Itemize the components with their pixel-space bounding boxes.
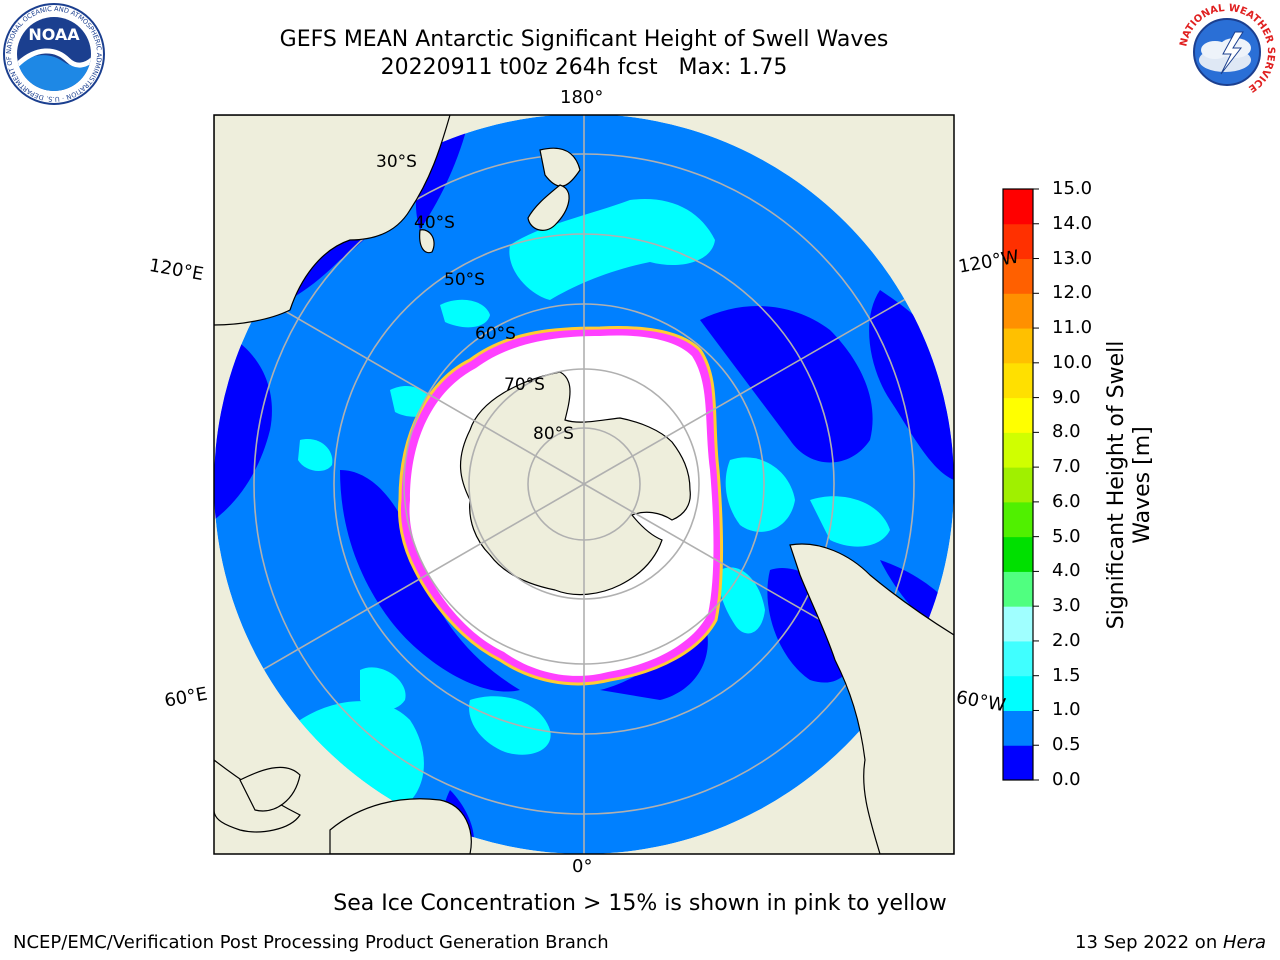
colorbar-tick-label: 12.0 bbox=[1052, 282, 1093, 304]
nws-logo: NATIONAL WEATHER SERVICE bbox=[1178, 3, 1276, 100]
colorbar-segment bbox=[1003, 606, 1033, 642]
colorbar-segment bbox=[1003, 397, 1033, 433]
colorbar-tick-label: 2.0 bbox=[1052, 629, 1081, 651]
footer-credit: NCEP/EMC/Verification Post Processing Pr… bbox=[13, 932, 609, 953]
antarctica-landmass bbox=[459, 371, 691, 596]
colorbar-segment bbox=[1003, 467, 1033, 503]
colorbar-segment bbox=[1003, 362, 1033, 399]
colorbar-segment bbox=[1003, 258, 1033, 294]
lat-label-80s: 80°S bbox=[533, 424, 574, 444]
colorbar-segment bbox=[1003, 189, 1033, 225]
colorbar-tick-label: 1.5 bbox=[1052, 664, 1081, 686]
lat-label-60s: 60°S bbox=[475, 324, 516, 344]
svg-text:NOAA: NOAA bbox=[28, 25, 80, 44]
colorbar-label: Significant Height of Swell Waves [m] bbox=[1104, 340, 1155, 630]
lat-label-40s: 40°S bbox=[414, 213, 455, 233]
colorbar-tick-label: 0.0 bbox=[1052, 769, 1081, 790]
sea-ice-note: Sea Ice Concentration > 15% is shown in … bbox=[333, 891, 947, 916]
colorbar-segment bbox=[1003, 432, 1033, 468]
continents-outline bbox=[214, 115, 954, 854]
colorbar-tick-label: 15.0 bbox=[1052, 178, 1093, 199]
noaa-logo: NATIONAL OCEANIC AND ATMOSPHERIC ADMINIS… bbox=[2, 2, 105, 105]
colorbar-tick-label: 0.5 bbox=[1052, 734, 1081, 756]
lon-label-0: 0° bbox=[572, 856, 593, 877]
chart-title: GEFS MEAN Antarctic Significant Height o… bbox=[279, 27, 889, 52]
colorbar-tick-label: 14.0 bbox=[1052, 212, 1093, 234]
colorbar-tick-label: 6.0 bbox=[1052, 490, 1081, 512]
chart-subtitle: 20220911 t00z 264h fcst Max: 1.75 bbox=[380, 55, 788, 80]
colorbar-segment bbox=[1003, 640, 1033, 677]
colorbar-segment bbox=[1003, 675, 1033, 711]
colorbar-tick-label: 10.0 bbox=[1052, 351, 1093, 373]
colorbar-segment bbox=[1003, 710, 1033, 746]
colorbar-segment bbox=[1003, 328, 1033, 364]
lat-label-70s: 70°S bbox=[504, 375, 545, 395]
colorbar-tick-label: 1.0 bbox=[1052, 699, 1081, 721]
map-frame bbox=[213, 114, 955, 855]
colorbar-segment bbox=[1003, 571, 1033, 607]
lon-label-180: 180° bbox=[560, 87, 604, 108]
colorbar-segment bbox=[1003, 536, 1033, 572]
colorbar-segment bbox=[1003, 293, 1033, 329]
colorbar-tick-label: 8.0 bbox=[1052, 421, 1081, 443]
colorbar-segment bbox=[1003, 501, 1033, 538]
lat-label-30s: 30°S bbox=[376, 152, 417, 172]
colorbar-tick-label: 11.0 bbox=[1052, 317, 1093, 339]
colorbar-segment bbox=[1003, 745, 1033, 781]
colorbar-tick-label: 7.0 bbox=[1052, 456, 1081, 478]
colorbar-tick-label: 9.0 bbox=[1052, 386, 1081, 408]
colorbar-frame bbox=[1002, 188, 1034, 781]
lat-label-50s: 50°S bbox=[444, 270, 485, 290]
colorbar-tick-label: 13.0 bbox=[1052, 247, 1093, 269]
colorbar-tick-label: 5.0 bbox=[1052, 525, 1081, 547]
colorbar-tick-label: 4.0 bbox=[1052, 560, 1081, 582]
colorbar-tick-label: 3.0 bbox=[1052, 595, 1081, 617]
colorbar-segment bbox=[1003, 223, 1033, 260]
footer-date: 13 Sep 2022 on Hera bbox=[1075, 932, 1266, 953]
colorbar bbox=[1002, 188, 1039, 781]
